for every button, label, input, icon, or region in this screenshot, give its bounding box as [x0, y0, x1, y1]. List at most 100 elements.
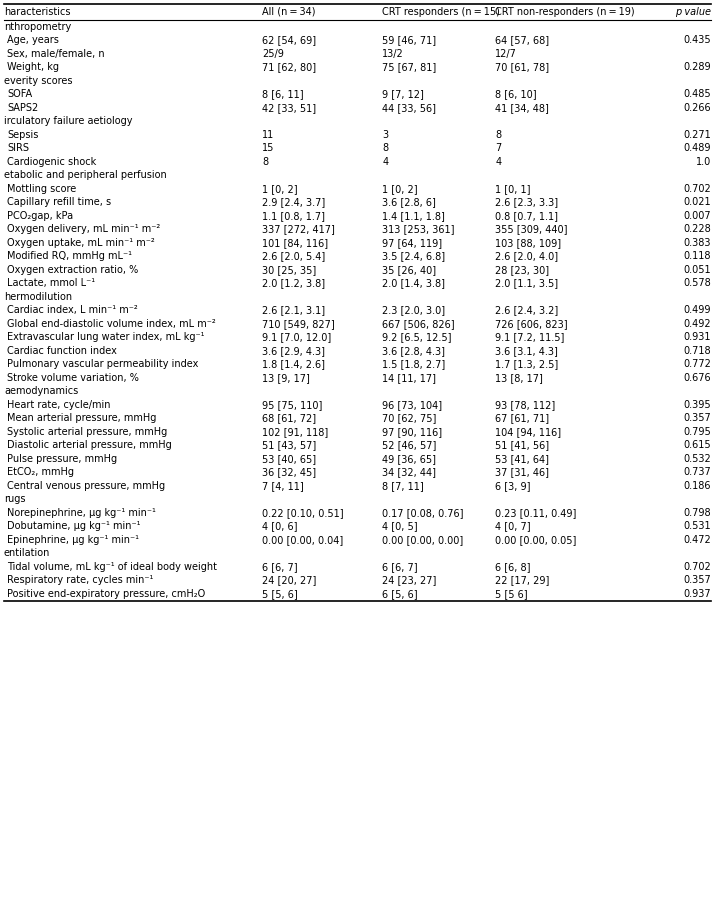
Text: 68 [61, 72]: 68 [61, 72] — [262, 414, 316, 424]
Text: 0.23 [0.11, 0.49]: 0.23 [0.11, 0.49] — [495, 508, 577, 518]
Text: 0.118: 0.118 — [684, 251, 711, 261]
Text: 8: 8 — [383, 143, 388, 153]
Text: 103 [88, 109]: 103 [88, 109] — [495, 238, 561, 248]
Text: Pulse pressure, mmHg: Pulse pressure, mmHg — [7, 454, 117, 464]
Text: Mottling score: Mottling score — [7, 183, 77, 193]
Text: 41 [34, 48]: 41 [34, 48] — [495, 103, 549, 113]
Text: 67 [61, 71]: 67 [61, 71] — [495, 414, 550, 424]
Text: 0.00 [0.00, 0.04]: 0.00 [0.00, 0.04] — [262, 535, 343, 545]
Text: 1.4 [1.1, 1.8]: 1.4 [1.1, 1.8] — [383, 211, 445, 221]
Text: 37 [31, 46]: 37 [31, 46] — [495, 468, 549, 477]
Text: Heart rate, cycle/min: Heart rate, cycle/min — [7, 400, 111, 410]
Text: 8 [7, 11]: 8 [7, 11] — [383, 481, 424, 491]
Text: 0.492: 0.492 — [684, 319, 711, 329]
Text: 2.6 [2.0, 5.4]: 2.6 [2.0, 5.4] — [262, 251, 325, 261]
Text: 7: 7 — [495, 143, 502, 153]
Text: 8: 8 — [262, 157, 268, 167]
Text: 9.1 [7.2, 11.5]: 9.1 [7.2, 11.5] — [495, 332, 565, 342]
Text: 355 [309, 440]: 355 [309, 440] — [495, 225, 568, 234]
Text: 0.266: 0.266 — [684, 103, 711, 113]
Text: 102 [91, 118]: 102 [91, 118] — [262, 426, 328, 436]
Text: 0.00 [0.00, 0.05]: 0.00 [0.00, 0.05] — [495, 535, 577, 545]
Text: 44 [33, 56]: 44 [33, 56] — [383, 103, 436, 113]
Text: 11: 11 — [262, 129, 275, 139]
Text: PCO₂gap, kPa: PCO₂gap, kPa — [7, 211, 73, 221]
Text: everity scores: everity scores — [4, 76, 72, 86]
Text: Cardiogenic shock: Cardiogenic shock — [7, 157, 97, 167]
Text: Sex, male/female, n: Sex, male/female, n — [7, 49, 104, 59]
Text: Weight, kg: Weight, kg — [7, 62, 59, 72]
Text: EtCO₂, mmHg: EtCO₂, mmHg — [7, 468, 74, 477]
Text: entilation: entilation — [4, 548, 50, 558]
Text: 52 [46, 57]: 52 [46, 57] — [383, 440, 437, 450]
Text: 0.615: 0.615 — [684, 440, 711, 450]
Text: All (n = 34): All (n = 34) — [262, 7, 315, 17]
Text: 95 [75, 110]: 95 [75, 110] — [262, 400, 322, 410]
Text: Cardiac index, L min⁻¹ m⁻²: Cardiac index, L min⁻¹ m⁻² — [7, 305, 138, 315]
Text: Tidal volume, mL kg⁻¹ of ideal body weight: Tidal volume, mL kg⁻¹ of ideal body weig… — [7, 562, 217, 572]
Text: 2.0 [1.1, 3.5]: 2.0 [1.1, 3.5] — [495, 278, 558, 288]
Text: 0.395: 0.395 — [684, 400, 711, 410]
Text: 14 [11, 17]: 14 [11, 17] — [383, 372, 436, 382]
Text: 2.9 [2.4, 3.7]: 2.9 [2.4, 3.7] — [262, 197, 325, 207]
Text: Global end-diastolic volume index, mL m⁻²: Global end-diastolic volume index, mL m⁻… — [7, 319, 216, 329]
Text: Mean arterial pressure, mmHg: Mean arterial pressure, mmHg — [7, 414, 157, 424]
Text: 3.6 [3.1, 4.3]: 3.6 [3.1, 4.3] — [495, 346, 558, 356]
Text: 4 [0, 5]: 4 [0, 5] — [383, 521, 418, 531]
Text: 0.228: 0.228 — [684, 225, 711, 234]
Text: 71 [62, 80]: 71 [62, 80] — [262, 62, 316, 72]
Text: aemodynamics: aemodynamics — [4, 386, 78, 396]
Text: Diastolic arterial pressure, mmHg: Diastolic arterial pressure, mmHg — [7, 440, 172, 450]
Text: 6 [6, 7]: 6 [6, 7] — [262, 562, 297, 572]
Text: 49 [36, 65]: 49 [36, 65] — [383, 454, 436, 464]
Text: 6 [3, 9]: 6 [3, 9] — [495, 481, 531, 491]
Text: 0.795: 0.795 — [684, 426, 711, 436]
Text: Oxygen uptake, mL min⁻¹ m⁻²: Oxygen uptake, mL min⁻¹ m⁻² — [7, 238, 154, 248]
Text: 6 [6, 8]: 6 [6, 8] — [495, 562, 531, 572]
Text: 42 [33, 51]: 42 [33, 51] — [262, 103, 316, 113]
Text: 97 [64, 119]: 97 [64, 119] — [383, 238, 443, 248]
Text: Respiratory rate, cycles min⁻¹: Respiratory rate, cycles min⁻¹ — [7, 575, 154, 585]
Text: 9.1 [7.0, 12.0]: 9.1 [7.0, 12.0] — [262, 332, 331, 342]
Text: 1.7 [1.3, 2.5]: 1.7 [1.3, 2.5] — [495, 359, 558, 370]
Text: 2.0 [1.4, 3.8]: 2.0 [1.4, 3.8] — [383, 278, 445, 288]
Text: 8 [6, 10]: 8 [6, 10] — [495, 89, 537, 99]
Text: 337 [272, 417]: 337 [272, 417] — [262, 225, 335, 234]
Text: 0.702: 0.702 — [684, 183, 711, 193]
Text: 4 [0, 7]: 4 [0, 7] — [495, 521, 531, 531]
Text: 0.17 [0.08, 0.76]: 0.17 [0.08, 0.76] — [383, 508, 464, 518]
Text: Oxygen delivery, mL min⁻¹ m⁻²: Oxygen delivery, mL min⁻¹ m⁻² — [7, 225, 160, 234]
Text: 34 [32, 44]: 34 [32, 44] — [383, 468, 436, 477]
Text: 0.357: 0.357 — [684, 575, 711, 585]
Text: 0.772: 0.772 — [683, 359, 711, 370]
Text: 59 [46, 71]: 59 [46, 71] — [383, 35, 436, 45]
Text: etabolic and peripheral perfusion: etabolic and peripheral perfusion — [4, 171, 167, 181]
Text: 5 [5 6]: 5 [5 6] — [495, 589, 528, 599]
Text: 35 [26, 40]: 35 [26, 40] — [383, 265, 436, 275]
Text: 0.737: 0.737 — [684, 468, 711, 477]
Text: 0.718: 0.718 — [684, 346, 711, 356]
Text: 0.931: 0.931 — [684, 332, 711, 342]
Text: 2.6 [2.3, 3.3]: 2.6 [2.3, 3.3] — [495, 197, 558, 207]
Text: 9.2 [6.5, 12.5]: 9.2 [6.5, 12.5] — [383, 332, 452, 342]
Text: 2.6 [2.1, 3.1]: 2.6 [2.1, 3.1] — [262, 305, 325, 315]
Text: 53 [40, 65]: 53 [40, 65] — [262, 454, 316, 464]
Text: rugs: rugs — [4, 494, 26, 504]
Text: 8: 8 — [495, 129, 501, 139]
Text: Cardiac function index: Cardiac function index — [7, 346, 117, 356]
Text: 710 [549, 827]: 710 [549, 827] — [262, 319, 335, 329]
Text: 25/9: 25/9 — [262, 49, 284, 59]
Text: 51 [41, 56]: 51 [41, 56] — [495, 440, 550, 450]
Text: 13 [8, 17]: 13 [8, 17] — [495, 372, 543, 382]
Text: 53 [41, 64]: 53 [41, 64] — [495, 454, 549, 464]
Text: Epinephrine, μg kg⁻¹ min⁻¹: Epinephrine, μg kg⁻¹ min⁻¹ — [7, 535, 139, 545]
Text: 9 [7, 12]: 9 [7, 12] — [383, 89, 424, 99]
Text: 0.289: 0.289 — [684, 62, 711, 72]
Text: 2.6 [2.4, 3.2]: 2.6 [2.4, 3.2] — [495, 305, 558, 315]
Text: 2.3 [2.0, 3.0]: 2.3 [2.0, 3.0] — [383, 305, 445, 315]
Text: 3.6 [2.8, 6]: 3.6 [2.8, 6] — [383, 197, 436, 207]
Text: Pulmonary vascular permeability index: Pulmonary vascular permeability index — [7, 359, 198, 370]
Text: Capillary refill time, s: Capillary refill time, s — [7, 197, 111, 207]
Text: 93 [78, 112]: 93 [78, 112] — [495, 400, 556, 410]
Text: Modified RQ, mmHg mL⁻¹: Modified RQ, mmHg mL⁻¹ — [7, 251, 132, 261]
